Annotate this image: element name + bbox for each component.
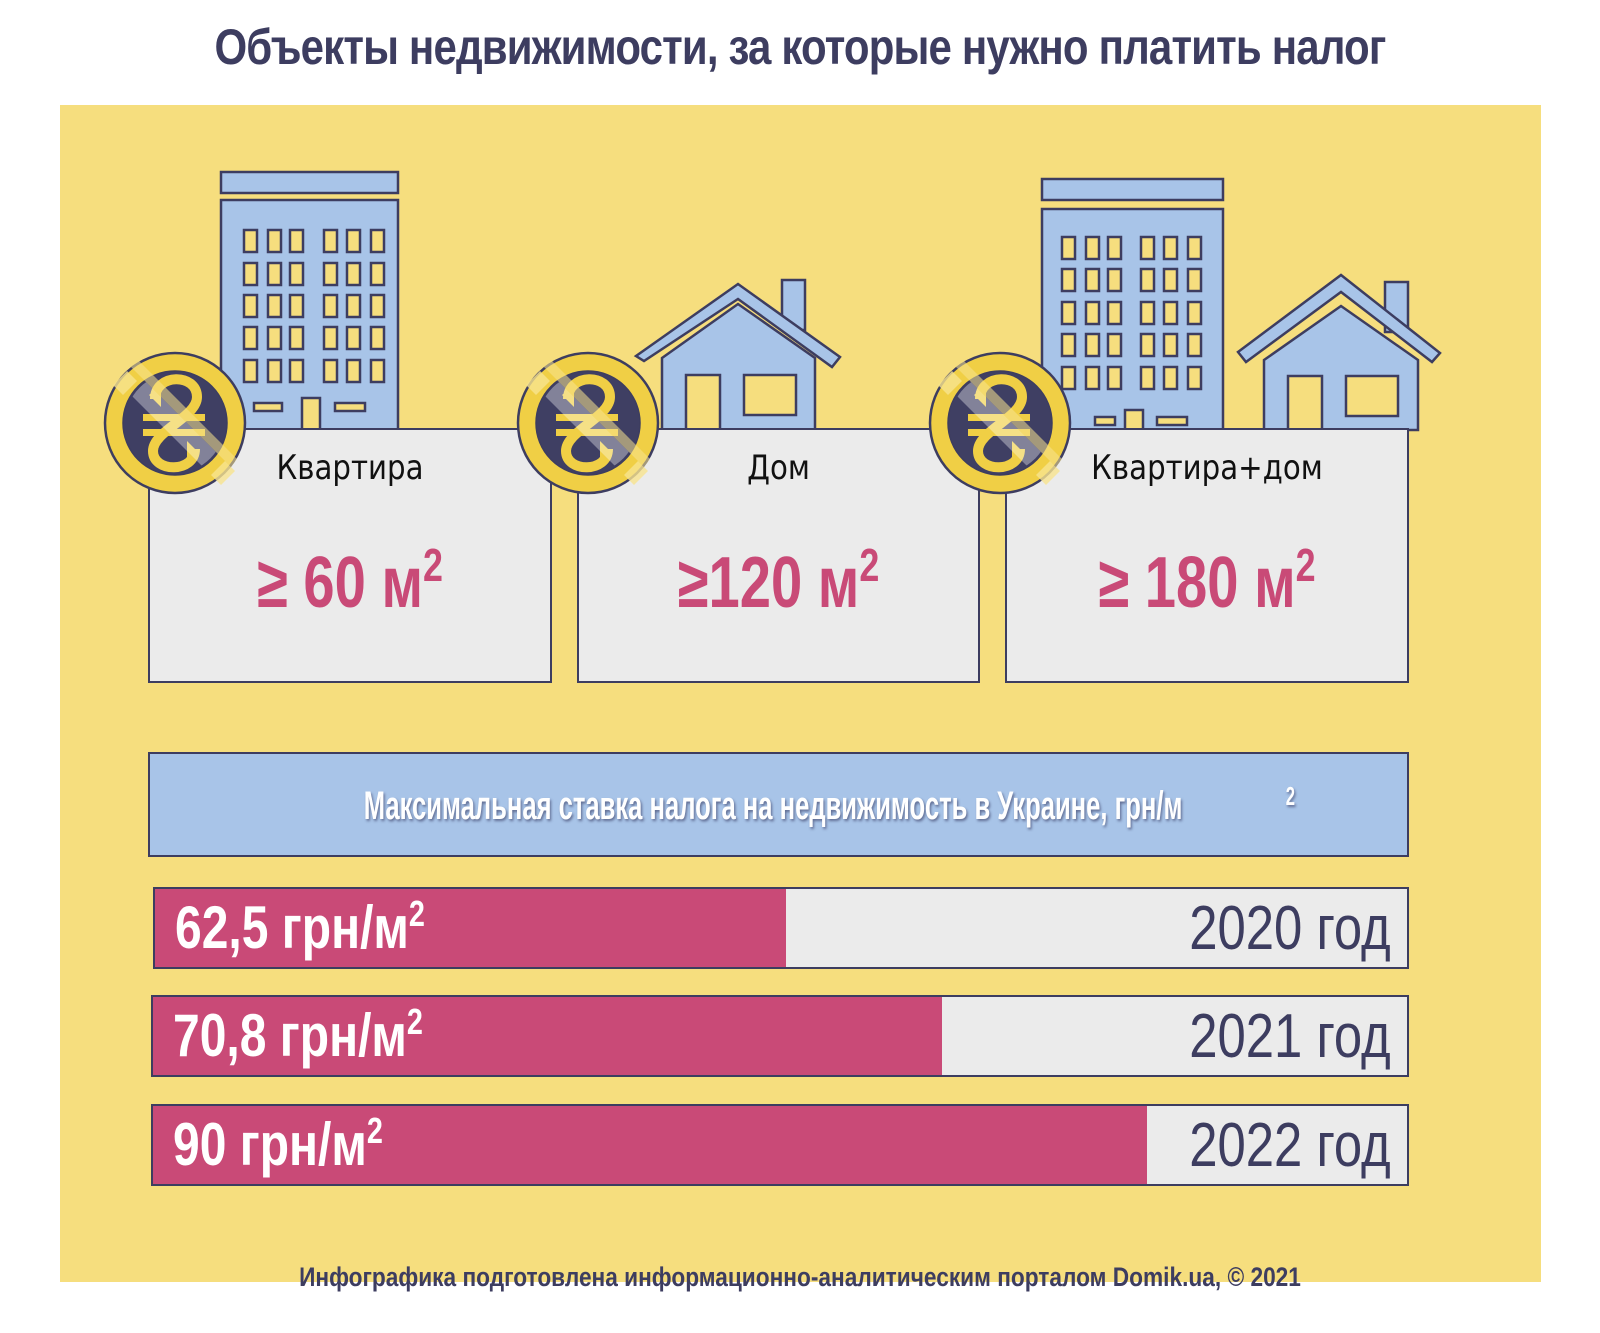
property-type-label: Квартира xyxy=(276,448,424,488)
rate-bar-fill xyxy=(155,889,786,967)
hryvnia-coin-icon xyxy=(516,351,660,495)
hryvnia-coin-icon xyxy=(928,351,1072,495)
rate-year: 2021 год xyxy=(1189,1002,1391,1071)
rate-bar-2020: 62,5 грн/м2 2020 год xyxy=(153,887,1409,969)
area-threshold: ≥ 180 м2 xyxy=(1098,539,1316,623)
property-type-label: Квартира+дом xyxy=(1091,448,1323,488)
rate-bar-2022: 90 грн/м2 2022 год xyxy=(151,1104,1409,1186)
hryvnia-coin-icon xyxy=(103,351,247,495)
rate-year: 2020 год xyxy=(1189,894,1391,963)
rate-bar-fill xyxy=(153,1106,1148,1184)
property-card-apartment-plus-house: Квартира+дом ≥ 180 м2 xyxy=(1005,428,1409,683)
rate-bar-2021: 70,8 грн/м2 2021 год xyxy=(151,995,1409,1077)
rate-year: 2022 год xyxy=(1189,1111,1391,1180)
apartment-and-house-icon xyxy=(1040,177,1442,432)
rate-section-header: Максимальная ставка налога на недвижимос… xyxy=(148,752,1409,857)
area-threshold: ≥ 60 м2 xyxy=(256,539,444,623)
footer-credit: Инфографика подготовлена информационно-а… xyxy=(299,1262,1301,1292)
rate-value: 70,8 грн/м2 xyxy=(173,1001,423,1069)
rate-bar-fill xyxy=(153,997,942,1075)
page-title: Объекты недвижимости, за которые нужно п… xyxy=(214,19,1386,75)
rate-value: 90 грн/м2 xyxy=(173,1110,383,1178)
property-type-label: Дом xyxy=(747,448,810,488)
rate-section-title: Максимальная ставка налога на недвижимос… xyxy=(363,780,1295,828)
house-icon xyxy=(633,278,842,432)
rate-value: 62,5 грн/м2 xyxy=(175,893,425,961)
area-threshold: ≥120 м2 xyxy=(677,539,880,623)
apartment-building-icon xyxy=(219,170,400,432)
